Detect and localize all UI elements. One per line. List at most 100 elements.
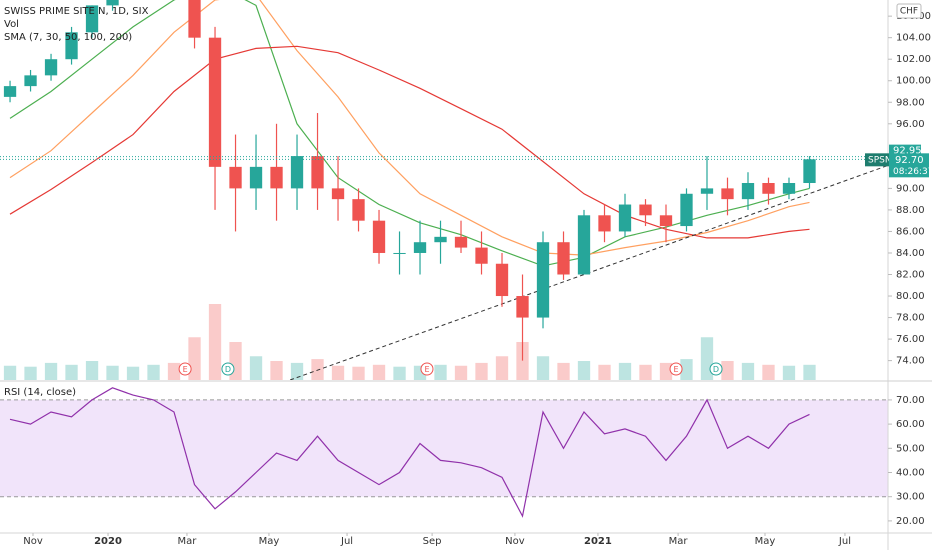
volume-bar (331, 365, 345, 380)
rsi-pane (0, 387, 888, 518)
candle-body (3, 86, 17, 97)
legend-volume: Vol (4, 19, 19, 30)
y-tick-label: 104.00 (896, 33, 931, 44)
legend: SWISS PRIME SITE N, 1D, SIX Vol SMA (7, … (4, 6, 149, 398)
candle-body (229, 166, 242, 189)
volume-bar (147, 364, 160, 380)
candle-body (700, 188, 714, 194)
candle-body (270, 166, 283, 189)
volume-bar (24, 366, 37, 380)
event-marker (420, 362, 434, 376)
event-marker (709, 362, 723, 376)
candle-body (721, 188, 734, 200)
candle-body (762, 183, 775, 194)
volume-bar (680, 359, 693, 380)
candle-body (331, 188, 345, 200)
y-tick-label: 86.00 (896, 226, 925, 237)
y-tick-label: 40.00 (896, 468, 925, 479)
y-tick-label: 90.00 (896, 183, 925, 194)
y-tick-label: 70.00 (896, 395, 925, 406)
symbol-tag (865, 153, 889, 167)
y-tick-label: 60.00 (896, 419, 925, 430)
event-label: E (674, 365, 679, 374)
candle-body (598, 215, 611, 232)
candle-body (639, 204, 652, 216)
candle-body (475, 247, 488, 264)
y-tick-label: 80.00 (896, 291, 925, 302)
symbol-tag-label: SPSN (868, 155, 892, 165)
volume-bar (536, 356, 550, 380)
volume-bar (372, 364, 386, 380)
volume-bar (577, 361, 591, 380)
y-tick-label: 84.00 (896, 248, 925, 259)
currency-box (896, 3, 922, 19)
candle-body (741, 183, 755, 200)
candle-body (208, 37, 222, 167)
volume-bar (557, 362, 570, 380)
candle-body (618, 204, 632, 232)
volume-bar (290, 362, 304, 380)
candle-body (352, 199, 365, 221)
volume-bar (762, 364, 775, 380)
volume-bar (782, 365, 796, 380)
candle-body (495, 263, 509, 297)
volume-bar (352, 366, 365, 380)
x-tick-label: Mar (669, 536, 689, 547)
volume-bar (65, 364, 78, 380)
y-tick-label: 96.00 (896, 119, 925, 130)
event-label: E (424, 365, 429, 374)
candle-body (803, 159, 816, 184)
event-marker (221, 362, 235, 376)
candle-body (311, 156, 324, 189)
volume-bar (208, 304, 222, 380)
candle-body (413, 242, 427, 253)
x-tick-label: Jul (340, 536, 353, 547)
legend-title: SWISS PRIME SITE N, 1D, SIX (4, 6, 149, 17)
candle-body (24, 75, 37, 87)
candle-body (557, 242, 570, 275)
volume-bar (311, 359, 324, 380)
y-tick-label: 30.00 (896, 492, 925, 503)
candle-body (44, 59, 58, 76)
event-marker (669, 362, 683, 376)
y-tick-label: 20.00 (896, 516, 925, 527)
y-tick-label: 88.00 (896, 205, 925, 216)
candle-body (372, 220, 386, 253)
event-label: E (183, 365, 188, 374)
x-tick-label: Sep (423, 536, 442, 547)
y-tick-label: 76.00 (896, 334, 925, 345)
x-tick-label: Mar (178, 536, 198, 547)
legend-rsi: RSI (14, close) (4, 387, 76, 398)
y-tick-label: 100.00 (896, 76, 931, 87)
candle-body (516, 296, 529, 318)
volume-bar (167, 362, 181, 380)
rsi-band (0, 399, 888, 497)
price-tag-label: 92.70 (895, 155, 924, 166)
volume-bar (454, 365, 468, 380)
y-tick-label: 82.00 (896, 270, 925, 281)
volume-bar (598, 364, 611, 380)
volume-bar (495, 356, 509, 380)
volume-bar (270, 361, 283, 380)
volume-bar (44, 362, 58, 380)
volume-bar (393, 366, 406, 380)
volume-bar (249, 356, 263, 380)
candle-body (782, 183, 796, 194)
candle-body (577, 215, 591, 275)
candle-body (106, 0, 119, 6)
y-tick-label: 98.00 (896, 97, 925, 108)
x-tick-label: 2021 (584, 536, 612, 547)
x-tick-label: Nov (23, 536, 43, 547)
x-tick-label: 2020 (94, 536, 122, 547)
candle-body (680, 193, 693, 227)
x-tick-label: Nov (505, 536, 525, 547)
volume-bar (618, 362, 632, 380)
volume-bar (85, 361, 99, 380)
event-label: D (225, 365, 231, 374)
x-tick-label: May (259, 536, 280, 547)
candle-body (188, 0, 201, 38)
volume-bar (721, 361, 734, 380)
volume-bar (659, 362, 673, 380)
